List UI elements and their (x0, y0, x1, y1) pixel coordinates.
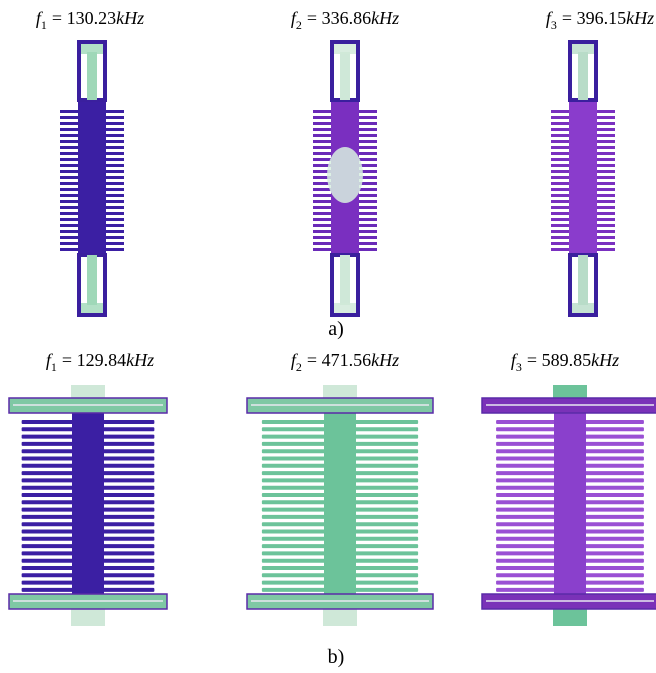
subscript: 3 (551, 18, 557, 32)
spine (78, 100, 106, 255)
frequency: = 336.86 (307, 8, 371, 28)
frequency: = 471.56 (307, 350, 371, 370)
clamp-tip (334, 303, 356, 313)
clamp-tip (81, 44, 103, 54)
unit: kHz (591, 350, 619, 370)
caption: b) (328, 646, 345, 669)
clamp-slot (578, 52, 588, 100)
frequency: = 130.23 (52, 8, 116, 28)
clamp-tip (572, 303, 594, 313)
spine (554, 405, 586, 600)
subscript: 3 (516, 360, 522, 374)
anchor (553, 608, 587, 626)
subscript: 2 (296, 360, 302, 374)
clamp-slot (578, 255, 588, 305)
mode-label: f2= 336.86kHz (291, 8, 399, 33)
spine (569, 100, 597, 255)
subscript: 2 (296, 18, 302, 32)
subscript: 1 (41, 18, 47, 32)
clamp-slot (340, 52, 350, 100)
mode-label: f1= 130.23kHz (36, 8, 144, 33)
unit: kHz (371, 8, 399, 28)
mode-label: f2= 471.56kHz (291, 350, 399, 375)
mode-label: f3= 589.85kHz (511, 350, 619, 375)
clamp-slot (87, 255, 97, 305)
mode-label: f3= 396.15kHz (546, 8, 654, 33)
unit: kHz (371, 350, 399, 370)
frequency: = 396.15 (562, 8, 626, 28)
spine (324, 405, 356, 600)
frequency: = 589.85 (527, 350, 591, 370)
caption: a) (328, 318, 344, 341)
unit: kHz (626, 8, 654, 28)
clamp-tip (81, 303, 103, 313)
frequency: = 129.84 (62, 350, 126, 370)
figure: f1= 130.23kHzf2= 336.86kHzf3= 396.15kHza… (0, 0, 656, 673)
clamp-slot (340, 255, 350, 305)
mode-label: f1= 129.84kHz (46, 350, 154, 375)
unit: kHz (126, 350, 154, 370)
clamp-slot (87, 52, 97, 100)
spine (72, 405, 104, 600)
strain-spot (327, 147, 363, 203)
clamp-tip (334, 44, 356, 54)
unit: kHz (116, 8, 144, 28)
clamp-tip (572, 44, 594, 54)
anchor (71, 608, 105, 626)
anchor (323, 608, 357, 626)
subscript: 1 (51, 360, 57, 374)
